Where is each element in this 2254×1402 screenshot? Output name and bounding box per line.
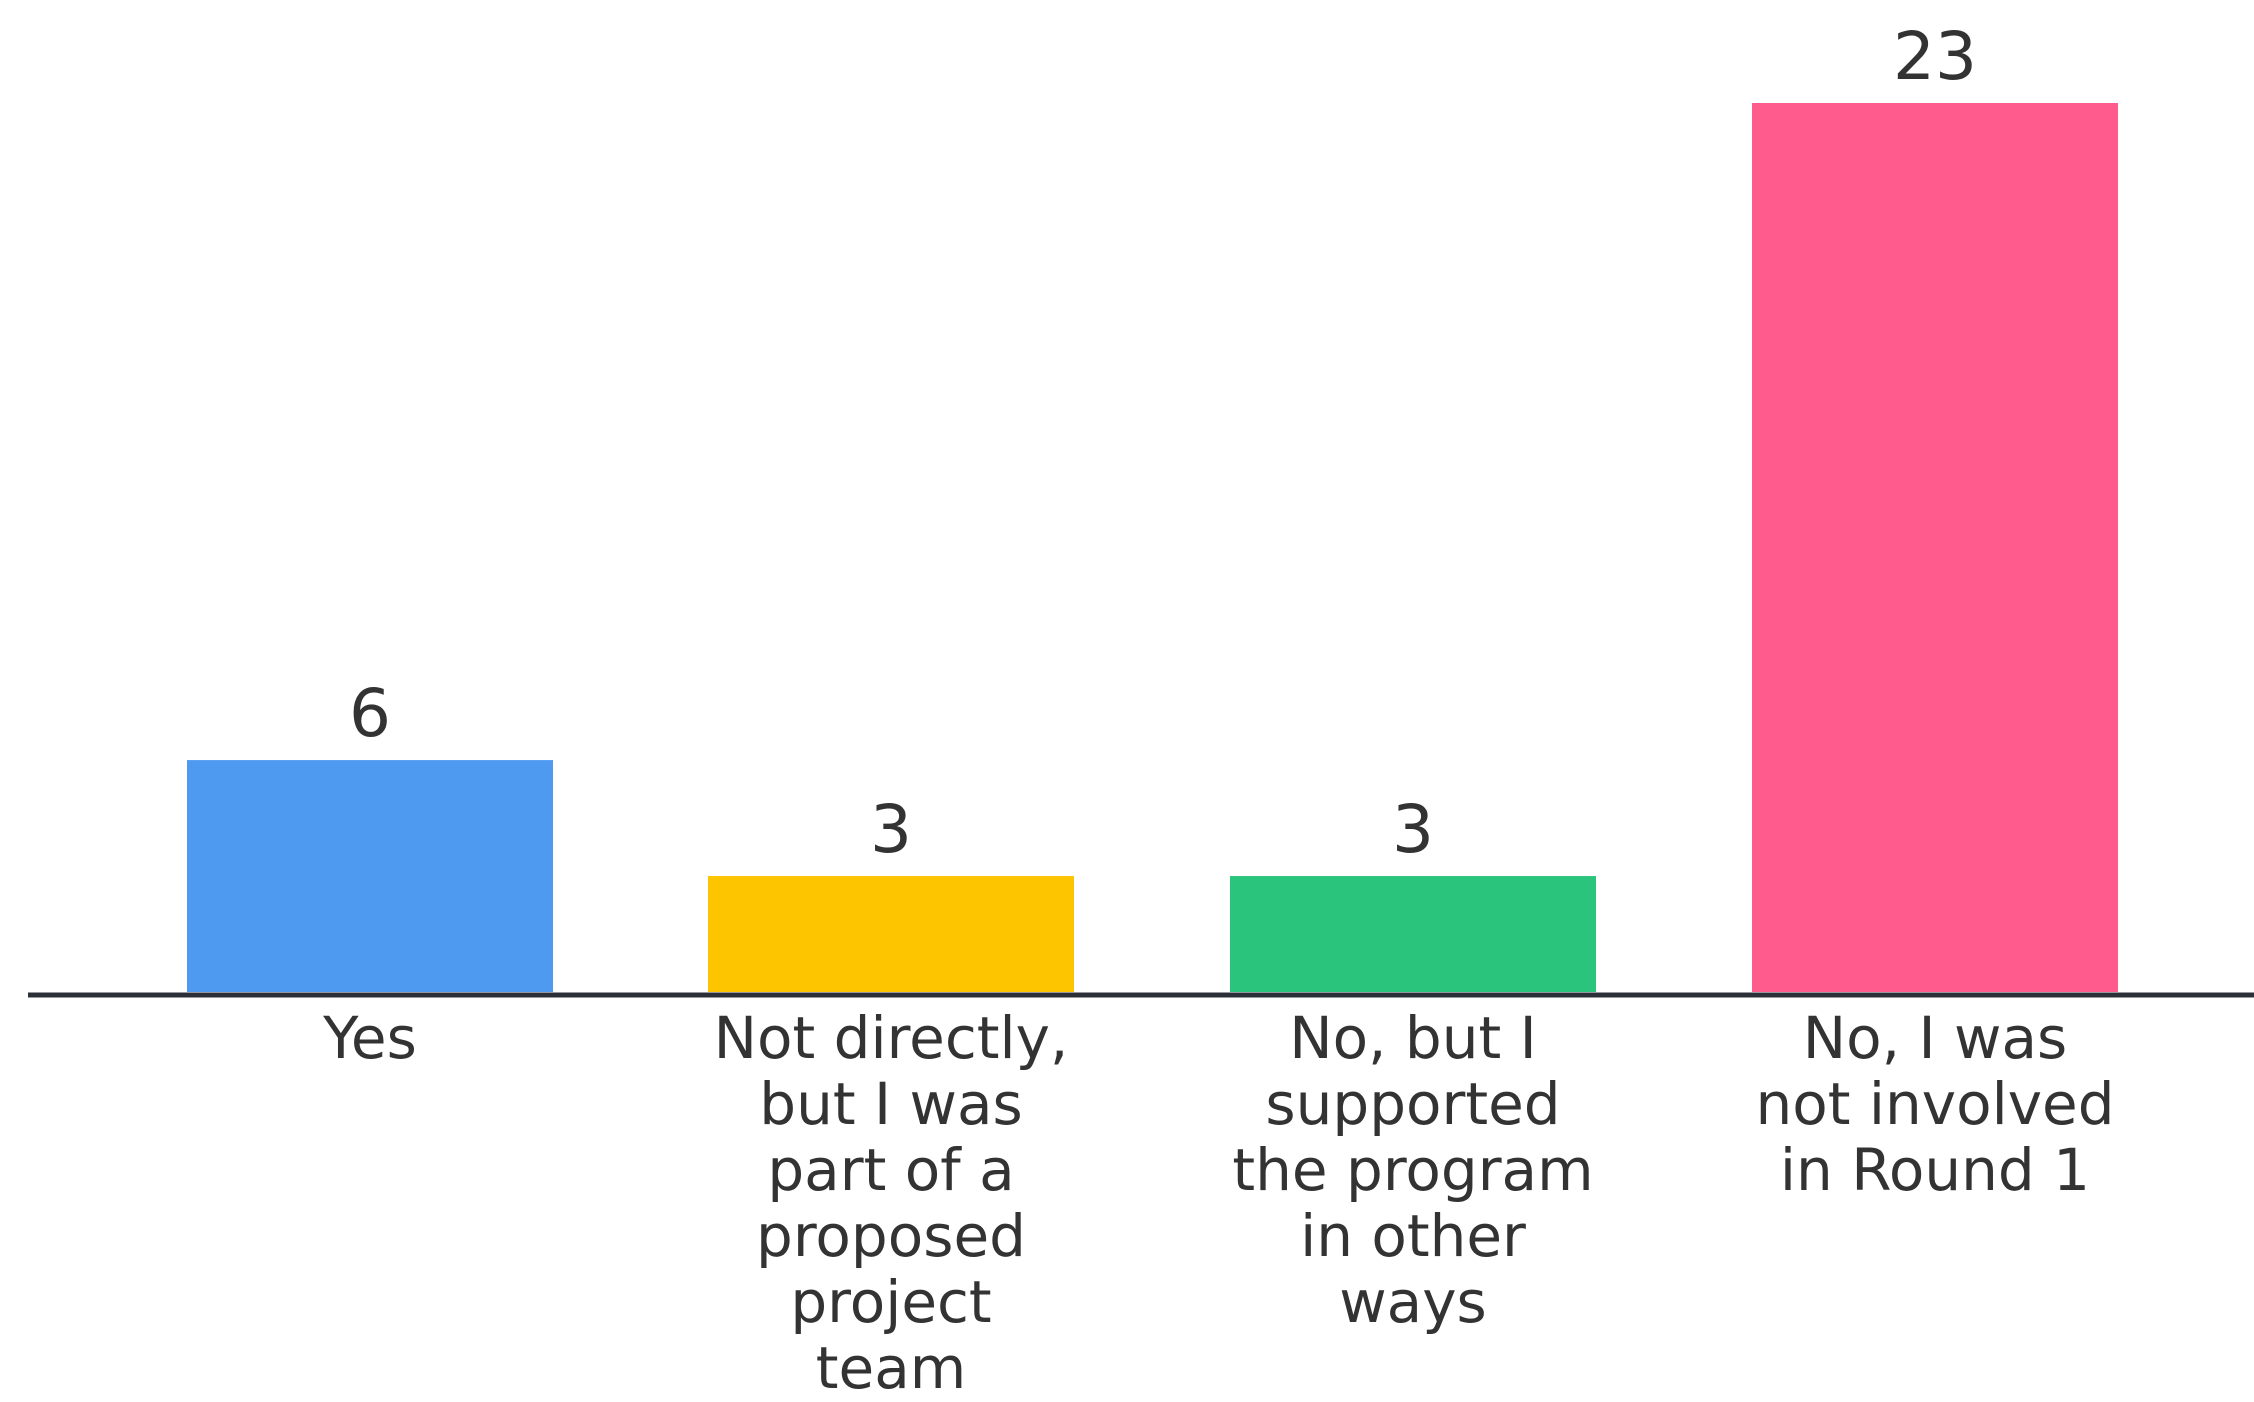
category-label-line: Yes xyxy=(322,1004,417,1072)
value-labels-layer: 6 3 3 23 xyxy=(349,18,1977,868)
category-label-line: but I was xyxy=(759,1070,1023,1138)
bar-value-label-4: 23 xyxy=(1893,18,1977,95)
bar-2 xyxy=(708,876,1074,992)
category-label-2: Not directly, but I was part of a proposed p… xyxy=(714,1004,1069,1402)
category-label-1: Yes xyxy=(322,1004,417,1072)
bar-4 xyxy=(1752,103,2118,992)
category-label-line: the program xyxy=(1232,1136,1593,1204)
category-label-4: No, I was not involved in Round 1 xyxy=(1755,1004,2114,1204)
category-label-line: proposed xyxy=(756,1202,1026,1270)
category-label-line: No, I was xyxy=(1803,1004,2067,1072)
bar-1 xyxy=(187,760,553,992)
bars-layer xyxy=(187,103,2118,992)
category-label-line: project xyxy=(790,1268,991,1336)
category-label-line: supported xyxy=(1265,1070,1560,1138)
category-label-line: in Round 1 xyxy=(1780,1136,2090,1204)
bar-value-label-1: 6 xyxy=(349,675,391,752)
bar-value-label-3: 3 xyxy=(1392,791,1434,868)
bar-3 xyxy=(1230,876,1596,992)
category-label-line: Not directly, xyxy=(714,1004,1069,1072)
category-label-line: not involved xyxy=(1755,1070,2114,1138)
category-label-line: part of a xyxy=(767,1136,1014,1204)
category-label-line: ways xyxy=(1339,1268,1487,1336)
category-label-line: No, but I xyxy=(1289,1004,1537,1072)
category-label-line: in other xyxy=(1300,1202,1526,1270)
category-label-line: team xyxy=(816,1334,966,1402)
category-labels-layer: Yes Not directly, but I was part of a propos… xyxy=(322,1004,2114,1402)
bar-value-label-2: 3 xyxy=(870,791,912,868)
